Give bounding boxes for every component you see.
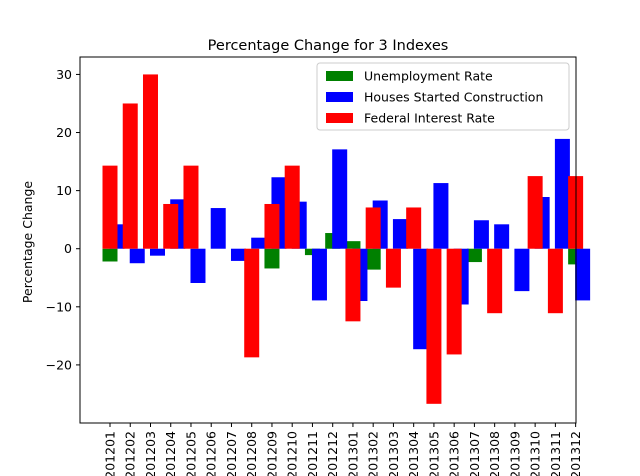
bar-1-201305	[433, 183, 449, 249]
bar-2-201202	[122, 103, 138, 249]
bar-1-201205	[190, 248, 206, 283]
bar-2-201210	[284, 165, 300, 249]
x-tick-label: 201305	[426, 431, 441, 476]
bar-1-201307	[473, 220, 489, 249]
legend-swatch-0	[326, 71, 353, 81]
x-tick-label: 201310	[528, 431, 543, 476]
x-tick-label: 201306	[447, 431, 462, 476]
x-tick-label: 201203	[143, 431, 158, 476]
bar-0-201209	[264, 248, 280, 269]
axes-group: −20 −10 0 10 20 30 201201 201202 201203 201204 201…	[46, 56, 583, 476]
x-tick-label: 201210	[285, 431, 300, 476]
chart-title: Percentage Change for 3 Indexes	[208, 38, 449, 54]
plot-frame	[79, 56, 577, 424]
bar-2-201311	[547, 248, 563, 314]
bar-1-201312	[575, 248, 591, 301]
x-tick-label: 201307	[467, 431, 482, 476]
y-axis-label: Percentage Change	[20, 181, 35, 303]
x-tick-label: 201206	[204, 431, 219, 476]
y-tick-label: 10	[56, 183, 72, 198]
bar-1-201311	[554, 138, 570, 249]
y-tick-label: 20	[56, 125, 72, 140]
x-tick-label: 201311	[548, 431, 563, 476]
bar-1-201202	[129, 248, 145, 264]
x-tick-label: 201308	[487, 431, 502, 476]
bar-2-201308	[487, 248, 503, 314]
legend: Unemployment Rate Houses Started Construc…	[316, 62, 570, 131]
bar-0-201301	[345, 241, 361, 249]
bar-2-201306	[446, 248, 462, 355]
legend-swatch-1	[326, 92, 353, 102]
bar-2-201208	[244, 248, 260, 358]
bar-1-201206	[210, 208, 226, 249]
legend-swatch-2	[326, 113, 353, 123]
bar-2-201209	[264, 203, 280, 249]
x-tick-label: 201204	[163, 431, 178, 476]
x-tick-label: 201205	[183, 431, 198, 476]
legend-label-1: Houses Started Construction	[364, 90, 543, 105]
bar-1-201203	[149, 248, 165, 256]
x-tick-label: 201212	[325, 431, 340, 476]
bar-2-201301	[345, 248, 361, 322]
x-tick-label: 201304	[406, 431, 421, 476]
y-tick-label: −10	[46, 299, 72, 314]
y-tick-label: 0	[64, 241, 72, 256]
bar-1-201208	[251, 237, 267, 249]
x-tick-label: 201202	[123, 431, 138, 476]
x-tick-label: 201312	[568, 431, 583, 476]
x-tick-label: 201201	[103, 431, 118, 476]
bar-1-201212	[332, 149, 348, 249]
bar-1-201309	[514, 248, 530, 292]
bar-2-201310	[527, 176, 543, 249]
bar-0-201307	[466, 248, 482, 263]
bar-2-201304	[406, 207, 422, 249]
bar-1-201308	[494, 224, 510, 249]
y-tick-label: 30	[56, 67, 72, 82]
bar-1-201211	[311, 248, 327, 301]
x-tick-label: 201301	[345, 431, 360, 476]
x-tick-label: 201207	[224, 431, 239, 476]
legend-label-2: Federal Interest Rate	[364, 111, 495, 126]
bar-1-201304	[413, 248, 429, 350]
bar-2-201204	[163, 203, 179, 249]
y-tick-label: −20	[46, 357, 72, 372]
x-tick-label: 201208	[244, 431, 259, 476]
bar-2-201203	[142, 74, 158, 249]
legend-label-0: Unemployment Rate	[364, 69, 493, 84]
x-tick-label: 201303	[386, 431, 401, 476]
bar-2-201205	[183, 165, 199, 249]
bar-2-201303	[385, 248, 401, 288]
bar-2-201305	[426, 248, 442, 404]
x-tick-label: 201309	[507, 431, 522, 476]
bar-1-201303	[392, 219, 408, 249]
bar-0-201201	[102, 248, 118, 262]
bar-2-201201	[102, 165, 118, 249]
legend-box	[316, 62, 570, 131]
bar-2-201302	[365, 207, 381, 249]
bar-1-201207	[230, 248, 246, 261]
bars-group	[102, 74, 591, 404]
x-tick-label: 201302	[366, 431, 381, 476]
x-tick-label: 201211	[305, 431, 320, 476]
x-tick-label: 201209	[264, 431, 279, 476]
bar-0-201302	[365, 248, 381, 270]
